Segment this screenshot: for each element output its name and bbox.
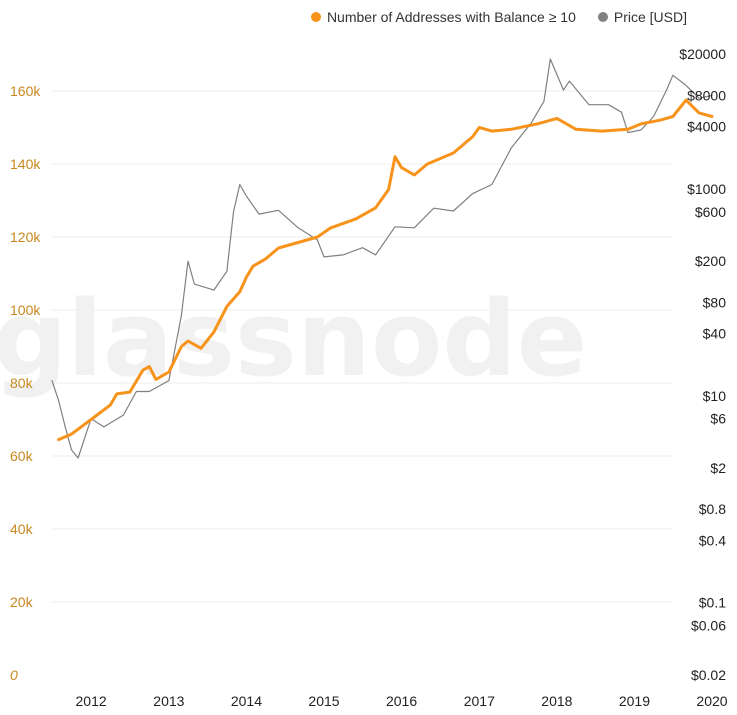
right-tick-label: $0.8: [699, 501, 726, 517]
legend-item-price[interactable]: Price [USD]: [597, 9, 687, 25]
left-tick-label: 100k: [10, 302, 41, 318]
right-tick-label: $0.4: [699, 532, 726, 548]
x-tick-label: 2013: [153, 693, 184, 709]
legend: Number of Addresses with Balance ≥ 10 Pr…: [310, 9, 687, 25]
legend-item-addresses[interactable]: Number of Addresses with Balance ≥ 10: [310, 9, 576, 25]
right-tick-label: $20000: [679, 46, 726, 62]
left-tick-label: 0: [10, 667, 18, 683]
x-tick-label: 2020: [696, 693, 727, 709]
right-tick-label: $4000: [687, 119, 726, 135]
right-tick-label: $40: [703, 325, 727, 341]
series-line-price: [51, 58, 713, 459]
left-tick-label: 120k: [10, 229, 41, 245]
x-axis: 2012 2013 2014 2015 2016 2017 2018 2019 2020: [76, 693, 728, 709]
right-tick-label: $0.02: [691, 667, 726, 683]
right-tick-label: $600: [695, 204, 726, 220]
right-tick-label: $8000: [687, 87, 726, 103]
legend-dot-addresses: [310, 12, 321, 22]
left-tick-label: 140k: [10, 156, 41, 172]
left-tick-label: 20k: [10, 594, 34, 610]
series-line-addresses: [57, 98, 714, 442]
x-tick-label: 2017: [464, 693, 495, 709]
x-tick-label: 2012: [76, 693, 107, 709]
right-tick-label: $80: [703, 294, 727, 310]
right-tick-label: $1000: [687, 181, 726, 197]
left-tick-label: 80k: [10, 375, 34, 391]
legend-label-addresses: Number of Addresses with Balance ≥ 10: [326, 9, 576, 25]
x-tick-label: 2018: [541, 693, 572, 709]
watermark: glassnode: [0, 278, 587, 400]
left-tick-label: 40k: [10, 521, 34, 537]
series-layer: [51, 58, 714, 459]
right-tick-label: $2: [710, 460, 726, 476]
right-axis: $0.02 $0.06 $0.1 $0.4 $0.8 $2 $6 $10 $40 $80 $200 $…: [679, 46, 726, 683]
right-tick-label: $0.1: [699, 595, 726, 611]
left-tick-label: 160k: [10, 83, 41, 99]
x-tick-label: 2019: [619, 693, 650, 709]
x-tick-label: 2014: [231, 693, 262, 709]
right-tick-label: $10: [703, 388, 727, 404]
right-tick-label: $200: [695, 253, 726, 269]
right-tick-label: $0.06: [691, 618, 726, 634]
legend-dot-price: [597, 12, 608, 22]
right-tick-label: $6: [710, 411, 726, 427]
x-tick-label: 2016: [386, 693, 417, 709]
left-tick-label: 60k: [10, 448, 34, 464]
grid-lines: [52, 90, 672, 603]
left-axis: 0 20k 40k 60k 80k 100k 120k 140k 160k: [10, 83, 41, 683]
x-tick-label: 2015: [308, 693, 339, 709]
legend-label-price: Price [USD]: [613, 9, 687, 25]
